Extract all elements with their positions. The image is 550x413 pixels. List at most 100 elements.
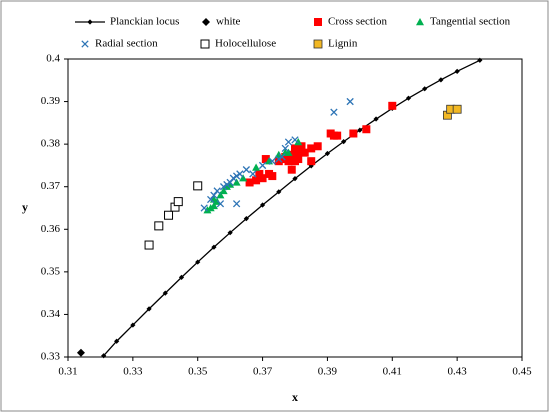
marker [261,155,270,164]
marker [477,57,483,63]
marker [258,161,267,170]
marker [162,290,168,296]
legend-marker [202,18,210,26]
marker [454,68,460,74]
marker [213,187,221,195]
marker [209,201,218,210]
legend-label: Lignin [328,38,358,50]
legend-marker [313,39,323,49]
marker [211,244,217,250]
marker [373,116,379,122]
marker [193,181,203,191]
marker [130,322,136,328]
legend-label: white [216,16,241,28]
marker [210,191,218,199]
marker [154,221,164,231]
marker [146,306,152,312]
legend-marker [87,19,93,25]
marker [278,153,286,161]
marker [242,166,251,174]
y-tick-label: 0.39 [41,95,61,107]
y-tick-label: 0.36 [41,223,61,235]
marker [330,108,338,116]
legend-label: Tangential section [430,16,511,28]
x-tick-label: 0.37 [253,366,273,378]
marker [357,127,363,133]
plot-area [67,58,523,358]
marker [294,148,303,157]
marker [313,142,322,151]
marker [276,189,282,195]
marker [281,144,289,153]
marker [223,180,231,189]
marker [422,86,428,92]
marker [349,129,358,138]
marker [284,157,293,166]
marker [324,150,331,157]
marker [333,131,342,140]
x-tick-label: 0.41 [383,366,402,378]
marker [203,206,212,214]
marker [232,172,241,180]
marker [114,338,120,344]
x-tick-label: 0.45 [512,366,532,378]
marker [297,142,306,151]
marker [291,136,299,144]
marker [291,144,299,153]
y-axis-label: y [22,200,28,214]
x-tick-label: 0.33 [123,366,143,378]
marker [307,144,316,153]
marker [268,157,276,165]
marker [438,77,444,83]
marker [76,348,85,357]
marker [144,240,154,250]
x-tick-label: 0.39 [318,366,338,378]
marker [243,216,249,222]
marker [259,202,266,208]
marker [284,138,293,146]
legend-label: Planckian locus [110,16,179,28]
marker [294,155,303,164]
marker [275,155,283,163]
marker [252,176,261,185]
marker [232,178,241,186]
marker [252,163,261,171]
marker [236,170,244,178]
x-axis-label: x [292,390,298,404]
marker [294,138,303,146]
locus-line [103,59,481,357]
marker [239,174,248,182]
y-tick-label: 0.37 [41,180,61,192]
marker [219,186,228,195]
legend-marker [416,18,424,26]
marker [200,204,208,212]
marker [216,191,225,199]
marker [173,197,183,207]
legend-marker [314,18,322,26]
marker [265,169,274,178]
marker [287,165,296,174]
marker [405,95,412,101]
marker [362,125,371,134]
y-tick-label: 0.33 [41,351,61,363]
marker [341,138,347,145]
marker [232,200,241,208]
x-tick-label: 0.35 [188,366,208,378]
marker [178,274,185,280]
legend-label: Radial section [95,38,158,50]
marker [292,176,298,182]
y-tick-label: 0.34 [41,308,61,320]
x-tick-label: 0.43 [448,366,468,378]
marker [300,148,309,157]
legend-label: Holocellulose [215,38,276,50]
legend-marker [200,39,210,49]
y-tick-label: 0.38 [41,138,61,150]
marker [346,97,354,106]
marker [227,230,233,236]
marker [258,174,267,183]
marker [206,204,215,212]
y-tick-label: 0.35 [41,265,61,277]
marker [307,157,316,166]
